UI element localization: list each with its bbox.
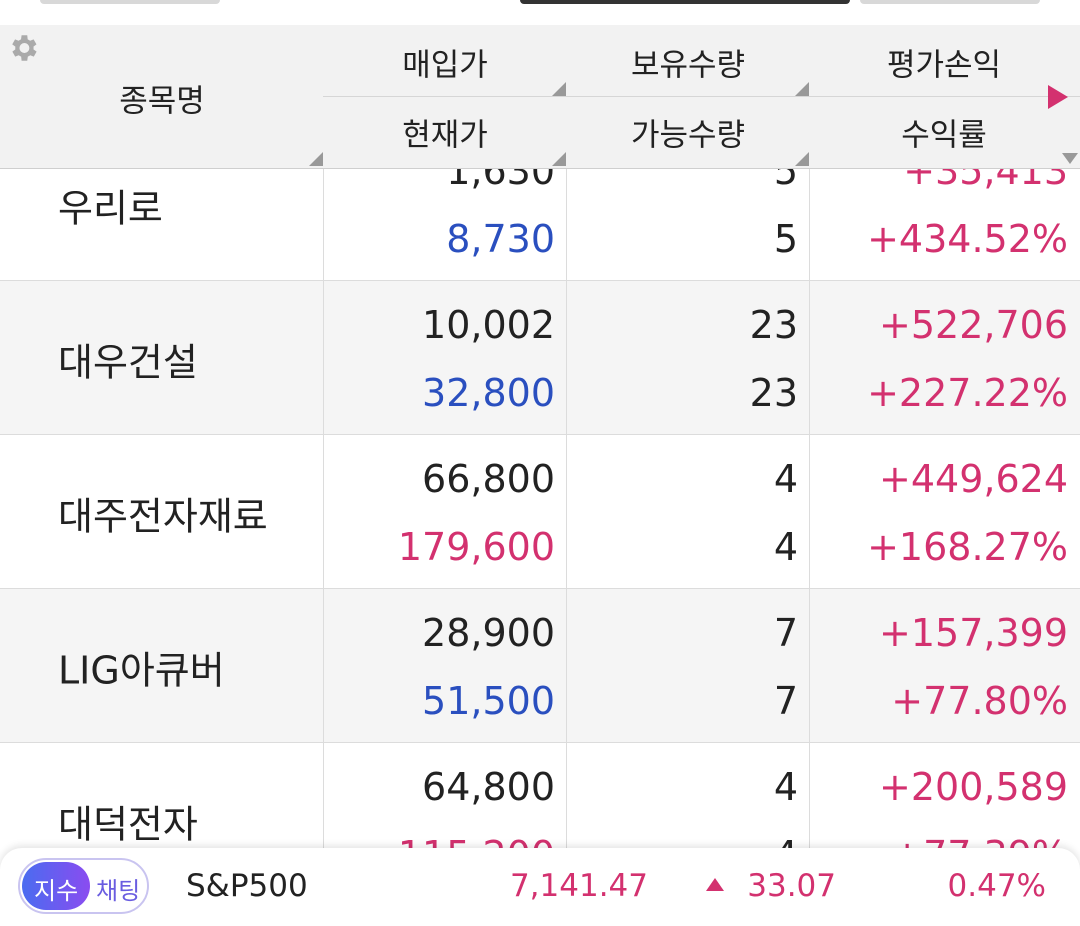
- holding-row[interactable]: 대우건설 10,002 32,800 23 23 +522,706 +227.22%: [0, 281, 1080, 435]
- holdings-list: 우리로 1,630 8,730 5 5 +35,413 +434.52% 대우건설 10,002…: [0, 168, 1080, 848]
- column-divider: [566, 743, 567, 848]
- column-divider: [566, 435, 567, 589]
- header-cell[interactable]: 보유수량: [630, 47, 746, 84]
- column-divider: [809, 281, 810, 435]
- buy-price: 64,800: [422, 765, 555, 809]
- buy-price: 66,800: [422, 457, 555, 501]
- holding-row[interactable]: 대덕전자 64,800 115,200 4 4 +200,589 +77.39%: [0, 743, 1080, 848]
- profit: +449,624: [879, 457, 1068, 501]
- header-cell[interactable]: 평가손익: [886, 47, 1002, 84]
- header-cell[interactable]: 가능수량: [630, 117, 746, 154]
- index-value: 7,141.47: [509, 868, 648, 904]
- sort-marker: [1062, 153, 1078, 164]
- tab-shape: [40, 0, 220, 4]
- sort-marker: [795, 152, 809, 166]
- sort-marker: [552, 82, 566, 96]
- column-divider: [323, 168, 324, 281]
- hold-quantity: 7: [773, 611, 798, 655]
- profit: +200,589: [879, 765, 1068, 809]
- profit: +157,399: [879, 611, 1068, 655]
- buy-price: 28,900: [422, 611, 555, 655]
- column-divider: [566, 281, 567, 435]
- hold-quantity: 4: [773, 457, 798, 501]
- holding-row[interactable]: 우리로 1,630 8,730 5 5 +35,413 +434.52%: [0, 168, 1080, 281]
- tab-shape: [860, 0, 1040, 4]
- header-divider: [323, 96, 1080, 97]
- profit: +35,413: [903, 168, 1068, 193]
- column-divider: [809, 168, 810, 281]
- holding-row[interactable]: LIG아큐버 28,900 51,500 7 7 +157,399 +77.80%: [0, 589, 1080, 743]
- hold-quantity: 23: [749, 303, 798, 347]
- column-divider: [323, 435, 324, 589]
- header-cell[interactable]: 현재가: [402, 117, 488, 154]
- column-divider: [566, 168, 567, 281]
- stock-name: 대우건설: [58, 340, 198, 385]
- stock-name: LIG아큐버: [58, 648, 225, 693]
- return-rate: +434.52%: [867, 217, 1068, 261]
- index-rate: 0.47%: [947, 868, 1046, 904]
- buy-price: 1,630: [446, 168, 555, 193]
- next-columns-button[interactable]: [1046, 83, 1070, 111]
- available-quantity: 5: [773, 217, 798, 261]
- available-quantity: 4: [773, 525, 798, 569]
- header-name[interactable]: 종목명: [119, 83, 205, 120]
- tab-active-bg: [22, 862, 90, 910]
- return-rate: +77.39%: [891, 833, 1068, 848]
- current-price: 179,600: [397, 525, 555, 569]
- current-price: 51,500: [422, 679, 555, 723]
- holding-row[interactable]: 대주전자재료 66,800 179,600 4 4 +449,624 +168.27%: [0, 435, 1080, 589]
- column-divider: [323, 281, 324, 435]
- header-cell[interactable]: 수익률: [901, 117, 987, 154]
- tab[interactable]: 채팅: [96, 877, 141, 905]
- index-name: S&P500: [186, 868, 308, 904]
- header-cell[interactable]: 매입가: [402, 47, 488, 84]
- column-divider: [323, 589, 324, 743]
- tab[interactable]: 지수: [34, 877, 79, 905]
- index-change: 33.07: [747, 868, 836, 904]
- sort-marker: [309, 152, 323, 166]
- return-rate: +77.80%: [891, 679, 1068, 723]
- available-quantity: 23: [749, 371, 798, 415]
- sort-marker: [552, 152, 566, 166]
- hold-quantity: 5: [773, 168, 798, 193]
- stock-name: 대덕전자: [58, 802, 198, 847]
- column-divider: [809, 743, 810, 848]
- profit: +522,706: [879, 303, 1068, 347]
- table-header: 종목명 매입가 보유수량 평가손익 현재가 가능수량 수익률: [0, 25, 1080, 169]
- column-divider: [809, 435, 810, 589]
- tab-shape: [520, 0, 850, 4]
- column-divider: [566, 589, 567, 743]
- stock-name: 우리로: [58, 186, 163, 231]
- column-divider: [809, 589, 810, 743]
- stock-name: 대주전자재료: [58, 494, 268, 539]
- current-price: 32,800: [422, 371, 555, 415]
- sort-marker: [795, 82, 809, 96]
- available-quantity: 4: [774, 833, 798, 848]
- current-price: 115,200: [398, 833, 555, 848]
- current-price: 8,730: [446, 217, 555, 261]
- return-rate: +227.22%: [867, 371, 1068, 415]
- return-rate: +168.27%: [867, 525, 1068, 569]
- hold-quantity: 4: [773, 765, 798, 809]
- settings-icon[interactable]: [6, 31, 40, 65]
- up-arrow: [706, 878, 724, 891]
- column-divider: [323, 743, 324, 848]
- buy-price: 10,002: [422, 303, 555, 347]
- index-bar: 지수 채팅 S&P500 7,141.47 33.07 0.47%: [0, 848, 1080, 926]
- available-quantity: 7: [773, 679, 798, 723]
